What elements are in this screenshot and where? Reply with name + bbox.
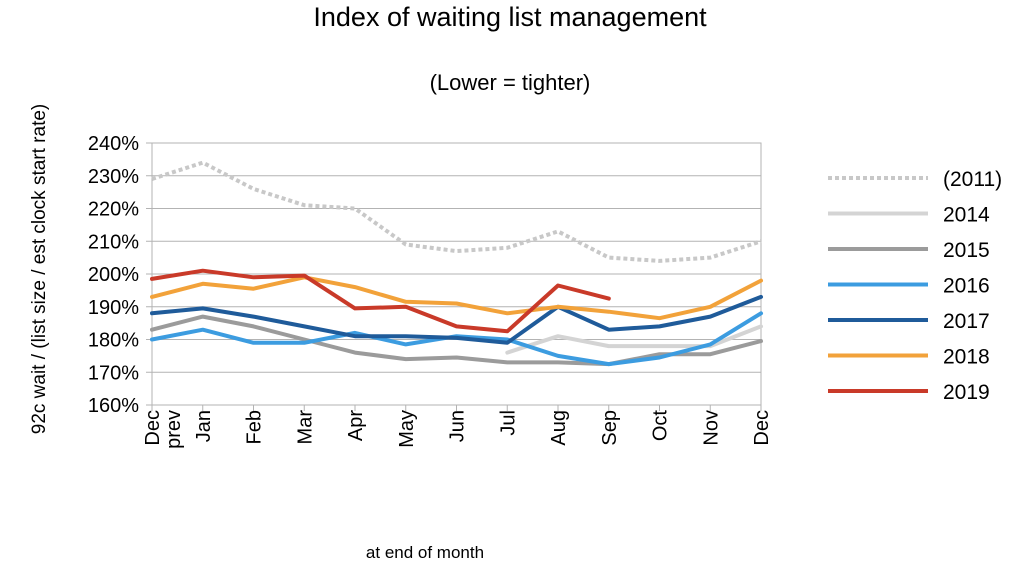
chart-subtitle: (Lower = tighter) (430, 70, 591, 95)
x-tick-label: Dec (751, 410, 773, 446)
series-line (150, 294, 763, 345)
y-tick-label: 220% (88, 199, 139, 221)
x-tick-label: Nov (700, 410, 722, 446)
legend-label: 2018 (943, 346, 990, 369)
x-tick-label: Mar (294, 410, 316, 445)
x-tick-label: Jun (447, 410, 469, 442)
x-tick-label: prev (163, 410, 185, 449)
series-lines (150, 160, 763, 367)
y-tick-label: 170% (88, 362, 139, 384)
x-axis-ticks: Dec prev Jan Feb Mar Apr May Jun Jul Aug Sep Oct Nov… (142, 405, 773, 449)
legend-label: 2014 (943, 204, 990, 227)
x-axis-label: at end of month (366, 543, 484, 562)
series-line (150, 275, 763, 321)
legend-label: 2015 (943, 239, 990, 262)
legend-label: 2019 (943, 381, 990, 404)
x-tick-label: Apr (345, 410, 367, 441)
legend: (2011) 2014 2015 2016 2017 2018 2019 (828, 168, 1002, 404)
series-line (150, 268, 611, 334)
x-tick-label: Jan (193, 410, 215, 442)
x-tick-label: Aug (548, 410, 570, 446)
x-tick-label: May (396, 410, 418, 448)
y-tick-label: 210% (88, 231, 139, 253)
y-tick-label: 190% (88, 297, 139, 319)
y-tick-label: 200% (88, 264, 139, 286)
plot-area: 160% 170% 180% 190% 200% 210% 220% 230% 240% Dec… (88, 133, 773, 449)
series-line (150, 314, 763, 367)
y-tick-label: 230% (88, 166, 139, 188)
x-tick-label: Sep (599, 410, 621, 446)
x-tick-label: Jul (497, 410, 519, 436)
legend-label: 2016 (943, 275, 990, 298)
chart-title: Index of waiting list management (313, 2, 707, 32)
series-line (151, 160, 762, 263)
x-tick-label: Feb (244, 410, 266, 444)
series-line (505, 324, 763, 355)
legend-label: 2017 (943, 310, 990, 333)
x-tick-label: Dec (142, 410, 164, 446)
y-tick-label: 160% (88, 395, 139, 417)
y-axis-label: 92c wait / (list size / est clock start … (29, 104, 50, 434)
y-tick-label: 240% (88, 133, 139, 155)
x-tick-label: Oct (650, 410, 672, 442)
y-tick-label: 180% (88, 330, 139, 352)
legend-label: (2011) (943, 168, 1002, 191)
y-axis-ticks: 160% 170% 180% 190% 200% 210% 220% 230% 240% (88, 133, 152, 417)
